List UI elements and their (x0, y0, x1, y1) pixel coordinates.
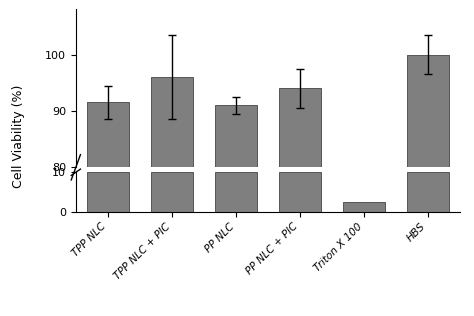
Bar (87, 102, 128, 316)
Text: Cell Viability (%): Cell Viability (%) (12, 84, 26, 188)
Bar (151, 77, 192, 316)
Bar (215, 105, 256, 316)
Bar (87, 172, 128, 212)
Bar (407, 172, 448, 212)
Bar (279, 172, 320, 212)
Bar (279, 88, 320, 316)
Bar (343, 202, 384, 212)
Bar (151, 172, 192, 212)
Bar (215, 172, 256, 212)
Bar (407, 55, 448, 316)
